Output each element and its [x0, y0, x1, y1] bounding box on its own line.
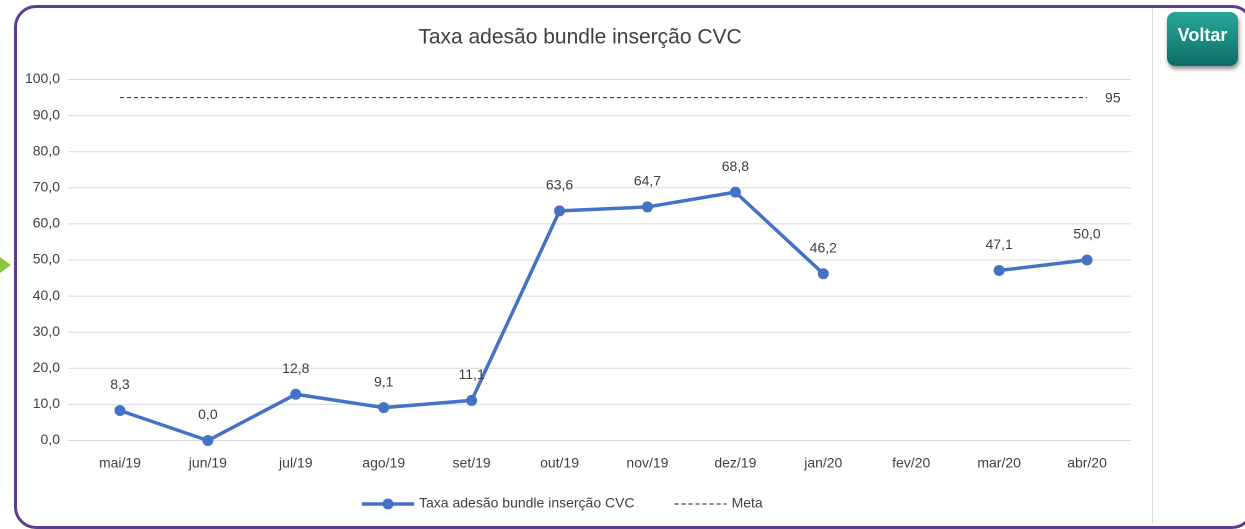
x-tick-label: set/19	[453, 455, 491, 471]
data-label: 50,0	[1073, 226, 1100, 242]
data-point	[1081, 254, 1093, 266]
x-tick-label: out/19	[540, 455, 579, 471]
data-label: 47,1	[986, 236, 1013, 252]
data-point	[729, 186, 741, 198]
y-tick-label: 50,0	[33, 251, 60, 267]
y-tick-label: 10,0	[33, 395, 60, 411]
x-tick-label: jun/19	[188, 455, 227, 471]
data-label: 12,8	[282, 360, 309, 376]
data-label: 63,6	[546, 177, 573, 193]
data-point	[466, 394, 478, 406]
chart-title: Taxa adesão bundle inserção CVC	[418, 26, 741, 49]
data-point	[993, 264, 1005, 276]
x-tick-label: jul/19	[278, 455, 313, 471]
x-tick-label: dez/19	[714, 455, 756, 471]
x-tick-label: mar/20	[977, 455, 1021, 471]
y-tick-label: 90,0	[33, 106, 60, 122]
data-label: 8,3	[110, 376, 130, 392]
legend-label: Meta	[732, 495, 763, 511]
legend-label: Taxa adesão bundle inserção CVC	[419, 495, 635, 511]
x-tick-label: mai/19	[99, 455, 141, 471]
data-point	[290, 388, 302, 400]
data-label: 0,0	[198, 406, 218, 422]
data-point	[554, 205, 566, 217]
y-tick-label: 30,0	[33, 323, 60, 339]
data-label: 64,7	[634, 173, 661, 189]
y-tick-label: 40,0	[33, 287, 60, 303]
y-tick-label: 70,0	[33, 179, 60, 195]
arrow-icon	[0, 257, 11, 273]
chart: Taxa adesão bundle inserção CVC 0,0 10,0 2…	[25, 26, 1131, 511]
data-label: 95	[1105, 89, 1121, 105]
y-tick-label: 20,0	[33, 359, 60, 375]
back-button[interactable]: Voltar	[1167, 12, 1238, 66]
x-tick-label: jan/20	[803, 455, 842, 471]
data-label: 46,2	[810, 239, 837, 255]
y-tick-label: 80,0	[33, 142, 60, 158]
x-tick-label: fev/20	[892, 455, 930, 471]
divider	[1152, 8, 1153, 523]
data-label: 9,1	[374, 373, 394, 389]
y-tick-label: 60,0	[33, 215, 60, 231]
x-tick-label: ago/19	[362, 455, 405, 471]
y-tick-label: 0,0	[41, 431, 61, 447]
x-tick-label: abr/20	[1067, 455, 1107, 471]
data-point	[202, 435, 214, 446]
data-point	[641, 201, 653, 213]
series-line	[998, 258, 1088, 273]
y-tick-label: 100,0	[25, 70, 60, 86]
data-label: 11,1	[459, 366, 485, 382]
data-point	[817, 268, 829, 280]
data-label: 68,8	[722, 158, 749, 174]
legend-marker	[382, 498, 394, 510]
x-tick-label: nov/19	[626, 455, 668, 471]
data-point	[378, 402, 390, 414]
data-point	[114, 405, 126, 417]
